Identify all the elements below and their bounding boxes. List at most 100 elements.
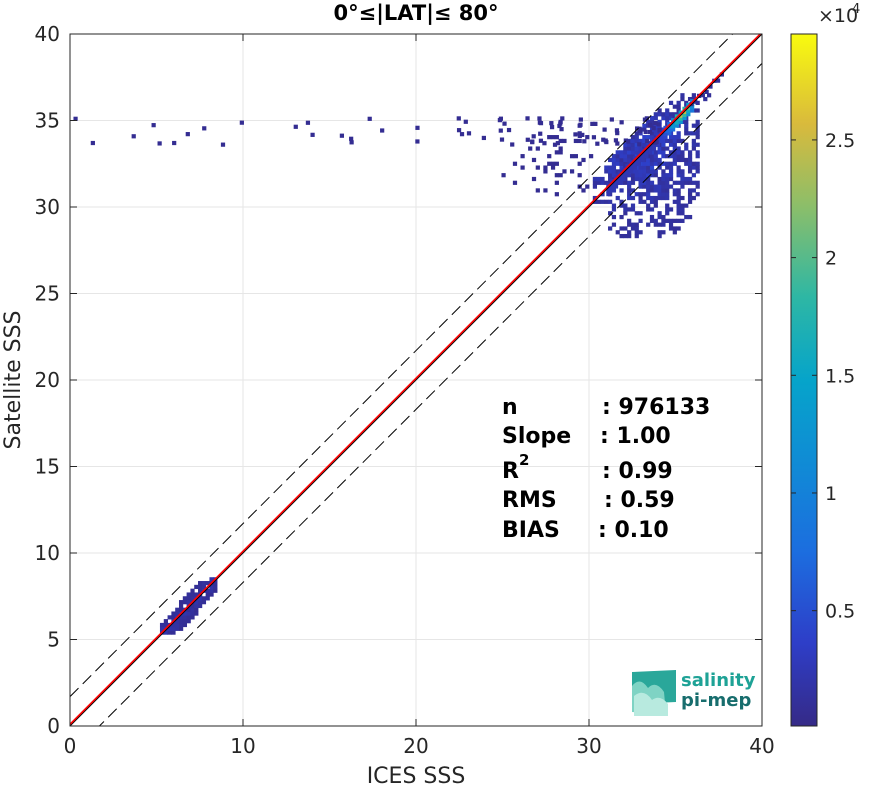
heatmap-cell <box>615 157 620 163</box>
heatmap-cell <box>610 188 615 193</box>
stat-r2-sup: 2 <box>519 451 529 469</box>
heatmap-cell <box>668 135 674 140</box>
heatmap-cell <box>695 192 700 197</box>
heatmap-cell <box>535 165 540 170</box>
heatmap-cell <box>668 138 674 144</box>
heatmap-cell <box>661 214 666 220</box>
heatmap-cell <box>637 142 642 147</box>
heatmap-cell <box>481 135 486 141</box>
heatmap-cell <box>198 588 203 593</box>
heatmap-cell <box>676 131 681 136</box>
heatmap-cell <box>665 195 670 201</box>
heatmap-cell <box>627 222 632 227</box>
heatmap-cell <box>604 180 609 185</box>
heatmap-cell <box>672 161 677 166</box>
heatmap-cell <box>676 146 681 151</box>
logo-mark-icon <box>632 670 676 716</box>
y-tick-label: 30 <box>35 195 60 219</box>
heatmap-cell <box>615 169 620 174</box>
heatmap-cell <box>559 127 564 132</box>
heatmap-cell <box>665 192 670 197</box>
heatmap-cell <box>672 218 677 223</box>
heatmap-cell <box>676 135 681 140</box>
heatmap-cell <box>538 121 544 126</box>
heatmap-cell <box>653 112 658 117</box>
heatmap-cell <box>625 172 630 178</box>
heatmap-cell <box>157 141 162 146</box>
heatmap-cell <box>90 140 95 146</box>
heatmap-cell <box>542 141 547 146</box>
heatmap-cell <box>585 135 590 140</box>
heatmap-cell <box>627 218 632 223</box>
heatmap-cell <box>678 119 683 124</box>
heatmap-cell <box>653 161 658 166</box>
heatmap-cell <box>672 199 677 204</box>
heatmap-cell <box>661 188 666 193</box>
heatmap-cell <box>549 121 554 126</box>
heatmap-cell <box>611 154 617 159</box>
heatmap-cell <box>606 191 611 197</box>
heatmap-cell <box>380 128 385 133</box>
stat-slope-value: : 1.00 <box>600 424 671 449</box>
heatmap-cell <box>592 195 598 201</box>
heatmap-cell <box>661 173 666 178</box>
heatmap-cell <box>560 116 565 121</box>
logo-line2: pi-mep <box>681 690 751 711</box>
x-tick-label: 20 <box>403 734 428 758</box>
heatmap-cell <box>456 128 462 133</box>
stats-box: n : 976133 Slope : 1.00 R 2 : 0.99 RMS :… <box>502 395 710 543</box>
heatmap-cell <box>691 195 696 201</box>
heatmap-cell <box>178 607 184 612</box>
heatmap-cell <box>202 126 207 131</box>
heatmap-cell <box>657 161 662 166</box>
heatmap-cell <box>613 184 619 189</box>
heatmap-cell <box>693 99 698 104</box>
heatmap-cell <box>201 596 207 601</box>
heatmap-cell <box>630 195 636 201</box>
heatmap-cell <box>621 176 626 181</box>
heatmap-cell <box>190 607 195 612</box>
heatmap-cell <box>690 108 695 113</box>
heatmap-cell <box>205 592 210 597</box>
heatmap-cell <box>638 199 643 204</box>
heatmap-cell <box>194 592 199 597</box>
heatmap-cell <box>619 165 624 170</box>
heatmap-cell <box>680 207 685 212</box>
heatmap-cell <box>619 161 624 166</box>
heatmap-cell <box>585 184 590 189</box>
heatmap-cell <box>638 165 643 170</box>
heatmap-cell <box>608 169 613 174</box>
heatmap-cell <box>649 154 655 159</box>
heatmap-cell <box>510 142 515 147</box>
heatmap-cell <box>463 119 468 124</box>
heatmap-cell <box>691 138 696 144</box>
heatmap-cell <box>646 176 651 182</box>
heatmap-cell <box>619 233 624 239</box>
heatmap-cell <box>623 233 628 239</box>
heatmap-cell <box>680 157 685 163</box>
heatmap-cell <box>676 211 681 216</box>
heatmap-cell <box>499 137 505 142</box>
y-tick-label: 10 <box>35 541 60 565</box>
heatmap-cell <box>646 165 651 170</box>
heatmap-cell <box>592 180 598 185</box>
heatmap-cell <box>661 218 666 223</box>
heatmap-cell <box>201 584 207 590</box>
heatmap-cell <box>676 157 681 163</box>
heatmap-cell <box>680 180 685 185</box>
heatmap-cell <box>190 588 195 593</box>
heatmap-cell <box>657 192 662 197</box>
heatmap-cell <box>672 146 677 151</box>
heatmap-cell <box>182 619 188 624</box>
heatmap-cell <box>661 180 666 185</box>
heatmap-cell <box>293 124 298 129</box>
heatmap-cell <box>163 622 168 628</box>
heatmap-cell <box>205 588 210 593</box>
heatmap-cell <box>201 600 207 605</box>
heatmap-cell <box>611 173 617 178</box>
heatmap-cell <box>310 132 315 137</box>
identity-line <box>70 34 762 726</box>
heatmap-cell <box>668 165 674 170</box>
heatmap-cell <box>630 154 636 159</box>
heatmap-cell <box>695 135 700 140</box>
